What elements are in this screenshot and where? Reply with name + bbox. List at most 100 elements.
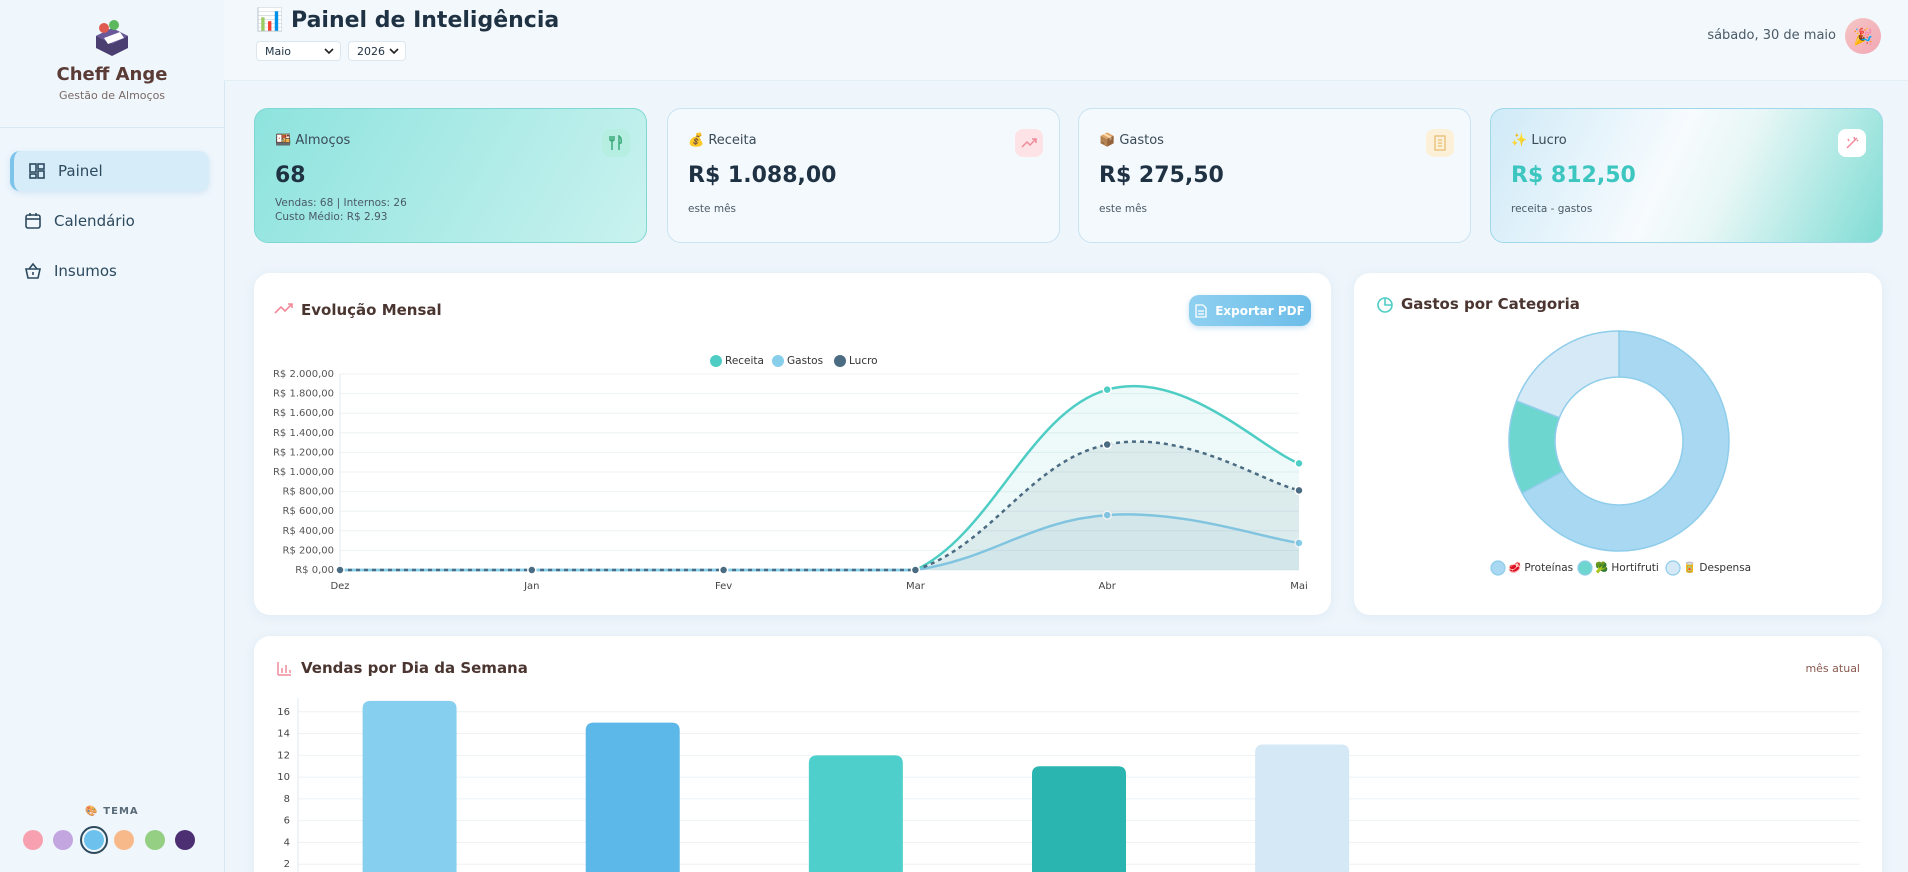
tagline: Gestão de Almoços [58, 89, 166, 102]
swatch[interactable] [175, 830, 195, 850]
panel-title: Vendas por Dia da Semana [301, 659, 528, 677]
icon [29, 163, 45, 179]
card-value: R$ 1.088,00 [688, 163, 837, 188]
point [1102, 439, 1112, 450]
year-select[interactable]: 2026 [348, 41, 406, 61]
brand: Cheff Ange [56, 64, 168, 85]
sidebar: Cheff Ange Gestão de Almoços Painel Cale… [0, 0, 225, 872]
legend-swatch [1490, 560, 1506, 576]
nav-item[interactable]: Painel [10, 151, 209, 191]
swatch[interactable] [53, 830, 73, 850]
y-tick-label: R$ 600,00 [283, 506, 334, 517]
theme-swatches [23, 826, 195, 854]
bar [585, 722, 680, 872]
nav-item[interactable]: Insumos [10, 251, 209, 291]
card-value: 68 [275, 163, 306, 188]
bar [362, 700, 457, 872]
donut-panel [1354, 273, 1882, 615]
point [1294, 538, 1304, 548]
card: 🍱 Almoços 68 Vendas: 68 | Internos: 26 C… [254, 108, 647, 243]
panel-title: Gastos por Categoria [1401, 295, 1580, 313]
slice [1521, 330, 1730, 552]
y-tick-label: 10 [277, 772, 290, 783]
chevron [389, 48, 399, 55]
swatch[interactable] [114, 830, 134, 850]
y-tick-label: 14 [277, 729, 290, 740]
panel-title: Evolução Mensal [301, 301, 442, 319]
y-tick-label: 12 [277, 750, 290, 761]
y-tick-label: 2 [284, 859, 290, 870]
point [1294, 458, 1304, 469]
card-note: Custo Médio: R$ 2.93 [275, 211, 388, 223]
date: sábado, 30 de maio [1707, 28, 1836, 43]
legend-swatch [1665, 560, 1681, 576]
card: 📦 Gastos R$ 275,50 este mês [1078, 108, 1471, 243]
y-tick-label: R$ 0,00 [295, 565, 334, 576]
chevron [324, 48, 334, 55]
legend-swatch [834, 355, 846, 367]
bar [1255, 744, 1350, 872]
y-tick-label: R$ 400,00 [283, 526, 334, 537]
legend-swatch [710, 355, 722, 367]
swatch[interactable] [84, 830, 104, 850]
bar [1032, 766, 1126, 872]
point [718, 565, 729, 575]
legend-label: Receita [725, 355, 764, 367]
y-tick-label: 4 [284, 837, 290, 848]
y-tick-label: R$ 1.000,00 [273, 467, 334, 478]
card-note: receita - gastos [1511, 203, 1593, 215]
select-value: Maio [265, 44, 292, 58]
logo [96, 20, 128, 56]
card-label: 📦 Gastos [1099, 133, 1164, 148]
y-tick-label: 8 [284, 794, 290, 805]
select-value: 2026 [357, 44, 385, 58]
point [1294, 485, 1304, 496]
point [335, 565, 345, 575]
theme-label: 🎨 TEMA [85, 806, 139, 817]
card-value: R$ 812,50 [1511, 163, 1636, 188]
card: ✨ Lucro R$ 812,50 receita - gastos [1490, 108, 1883, 243]
x-tick-label: Mai [1290, 581, 1308, 592]
icon [25, 213, 41, 229]
nav-label: Painel [58, 162, 103, 180]
y-tick-label: R$ 2.000,00 [273, 369, 334, 380]
export-button[interactable]: Exportar PDF [1189, 295, 1311, 326]
y-tick-label: 6 [284, 816, 290, 827]
card-icon [1838, 129, 1866, 157]
panel-subtitle: mês atual [1805, 662, 1860, 675]
x-tick-label: Fev [715, 581, 732, 592]
x-tick-label: Dez [330, 581, 349, 592]
card-icon [1015, 129, 1043, 157]
month-select[interactable]: Maio [256, 41, 341, 61]
y-tick-label: R$ 1.200,00 [273, 447, 334, 458]
nav-label: Insumos [54, 262, 117, 280]
y-tick-label: R$ 1.400,00 [273, 428, 334, 439]
card-value: R$ 275,50 [1099, 163, 1224, 188]
y-tick-label: R$ 200,00 [283, 545, 334, 556]
line-panel [254, 273, 1331, 615]
swatch[interactable] [23, 830, 43, 850]
divider [0, 127, 224, 128]
legend-label: 🥩 Proteínas [1508, 561, 1573, 574]
avatar[interactable]: 🎉 [1845, 18, 1881, 54]
legend-swatch [772, 355, 784, 367]
icon [25, 262, 41, 279]
point [1102, 384, 1112, 395]
trend-icon [274, 303, 293, 314]
card-icon [602, 129, 630, 157]
nav-item[interactable]: Calendário [10, 201, 209, 241]
line [340, 440, 1300, 572]
legend-label: Lucro [849, 355, 878, 367]
y-tick-label: R$ 1.600,00 [273, 408, 334, 419]
card-note: Vendas: 68 | Internos: 26 [275, 197, 407, 209]
point [527, 565, 537, 575]
card-icon [1426, 129, 1454, 157]
x-tick-label: Abr [1099, 581, 1117, 592]
legend-label: 🥫 Despensa [1683, 561, 1751, 574]
card-label: 🍱 Almoços [275, 133, 351, 148]
swatch[interactable] [145, 830, 165, 850]
bar-icon [277, 662, 291, 676]
legend-label: 🥦 Hortifruti [1595, 561, 1659, 574]
